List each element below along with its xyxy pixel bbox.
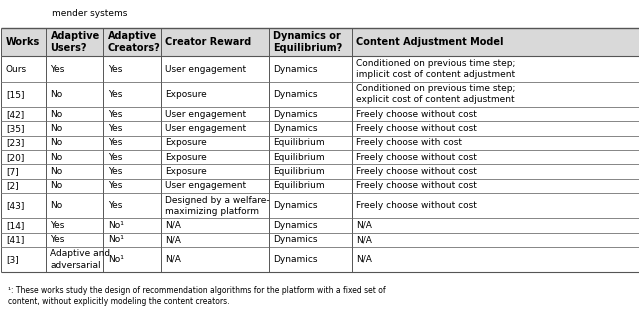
Text: Dynamics: Dynamics [273,110,318,119]
Bar [1,233,639,247]
Bar [1,57,639,82]
Bar [1,164,639,179]
Text: [14]: [14] [6,221,24,230]
Text: Works: Works [6,37,40,47]
Text: Dynamics: Dynamics [273,201,318,210]
Text: [43]: [43] [6,201,24,210]
Text: Freely choose without cost: Freely choose without cost [356,110,477,119]
Text: No: No [51,181,63,190]
Text: Content Adjustment Model: Content Adjustment Model [356,37,504,47]
Text: Exposure: Exposure [165,138,207,147]
Text: Adaptive
Creators?: Adaptive Creators? [108,31,161,53]
Text: No¹: No¹ [108,221,124,230]
Text: No¹: No¹ [108,235,124,244]
Text: Freely choose without cost: Freely choose without cost [356,167,477,176]
Text: Conditioned on previous time step;
implicit cost of content adjustment: Conditioned on previous time step; impli… [356,59,516,79]
Text: N/A: N/A [356,221,372,230]
Text: Dynamics or
Equilibrium?: Dynamics or Equilibrium? [273,31,343,53]
Bar [1,136,639,150]
Text: Exposure: Exposure [165,153,207,162]
Text: Dynamics: Dynamics [273,90,318,99]
Text: No: No [51,90,63,99]
Text: Dynamics: Dynamics [273,221,318,230]
Text: Yes: Yes [108,167,122,176]
Text: [23]: [23] [6,138,24,147]
Text: Freely choose without cost: Freely choose without cost [356,181,477,190]
Text: No¹: No¹ [108,255,124,264]
Text: N/A: N/A [165,255,181,264]
Bar [1,247,639,272]
Text: Equilibrium: Equilibrium [273,181,325,190]
Text: User engagement: User engagement [165,65,246,73]
Text: No: No [51,138,63,147]
Text: Freely choose without cost: Freely choose without cost [356,124,477,133]
Text: No: No [51,153,63,162]
Text: Yes: Yes [51,235,65,244]
Text: No: No [51,167,63,176]
Text: Yes: Yes [108,110,122,119]
Text: Yes: Yes [108,124,122,133]
Text: [20]: [20] [6,153,24,162]
Text: mender systems: mender systems [52,9,128,18]
Text: N/A: N/A [165,235,181,244]
Text: Dynamics: Dynamics [273,235,318,244]
Text: Creator Reward: Creator Reward [165,37,252,47]
Text: Freely choose with cost: Freely choose with cost [356,138,462,147]
Text: Ours: Ours [6,65,27,73]
Text: N/A: N/A [356,235,372,244]
Bar [1,150,639,164]
Bar [1,82,639,107]
Text: [41]: [41] [6,235,24,244]
Text: Yes: Yes [108,181,122,190]
Text: No: No [51,110,63,119]
Text: Freely choose without cost: Freely choose without cost [356,153,477,162]
Text: User engagement: User engagement [165,110,246,119]
Text: User engagement: User engagement [165,181,246,190]
Text: [3]: [3] [6,255,19,264]
Text: [42]: [42] [6,110,24,119]
Text: Equilibrium: Equilibrium [273,153,325,162]
Bar [1,28,639,57]
Bar [1,122,639,136]
Text: [35]: [35] [6,124,24,133]
Text: [2]: [2] [6,181,19,190]
Text: Equilibrium: Equilibrium [273,167,325,176]
Text: Dynamics: Dynamics [273,255,318,264]
Text: Yes: Yes [108,138,122,147]
Text: Dynamics: Dynamics [273,65,318,73]
Text: N/A: N/A [356,255,372,264]
Text: Yes: Yes [108,90,122,99]
Text: No: No [51,201,63,210]
Text: Freely choose without cost: Freely choose without cost [356,201,477,210]
Text: N/A: N/A [165,221,181,230]
Text: [15]: [15] [6,90,24,99]
Text: Exposure: Exposure [165,167,207,176]
Text: Dynamics: Dynamics [273,124,318,133]
Text: Exposure: Exposure [165,90,207,99]
Bar [1,179,639,193]
Text: Yes: Yes [51,221,65,230]
Text: Designed by a welfare-
maximizing platform: Designed by a welfare- maximizing platfo… [165,196,270,216]
Text: Equilibrium: Equilibrium [273,138,325,147]
Text: User engagement: User engagement [165,124,246,133]
Bar [1,218,639,233]
Text: Yes: Yes [51,65,65,73]
Text: [7]: [7] [6,167,19,176]
Text: ¹: These works study the design of recommendation algorithms for the platform wi: ¹: These works study the design of recom… [8,286,385,306]
Text: Yes: Yes [108,153,122,162]
Text: Adaptive
Users?: Adaptive Users? [51,31,100,53]
Bar [1,193,639,218]
Text: Yes: Yes [108,65,122,73]
Bar [1,107,639,122]
Text: Conditioned on previous time step;
explicit cost of content adjustment: Conditioned on previous time step; expli… [356,84,516,105]
Text: Adaptive and
adversarial: Adaptive and adversarial [51,249,111,269]
Text: No: No [51,124,63,133]
Text: Yes: Yes [108,201,122,210]
